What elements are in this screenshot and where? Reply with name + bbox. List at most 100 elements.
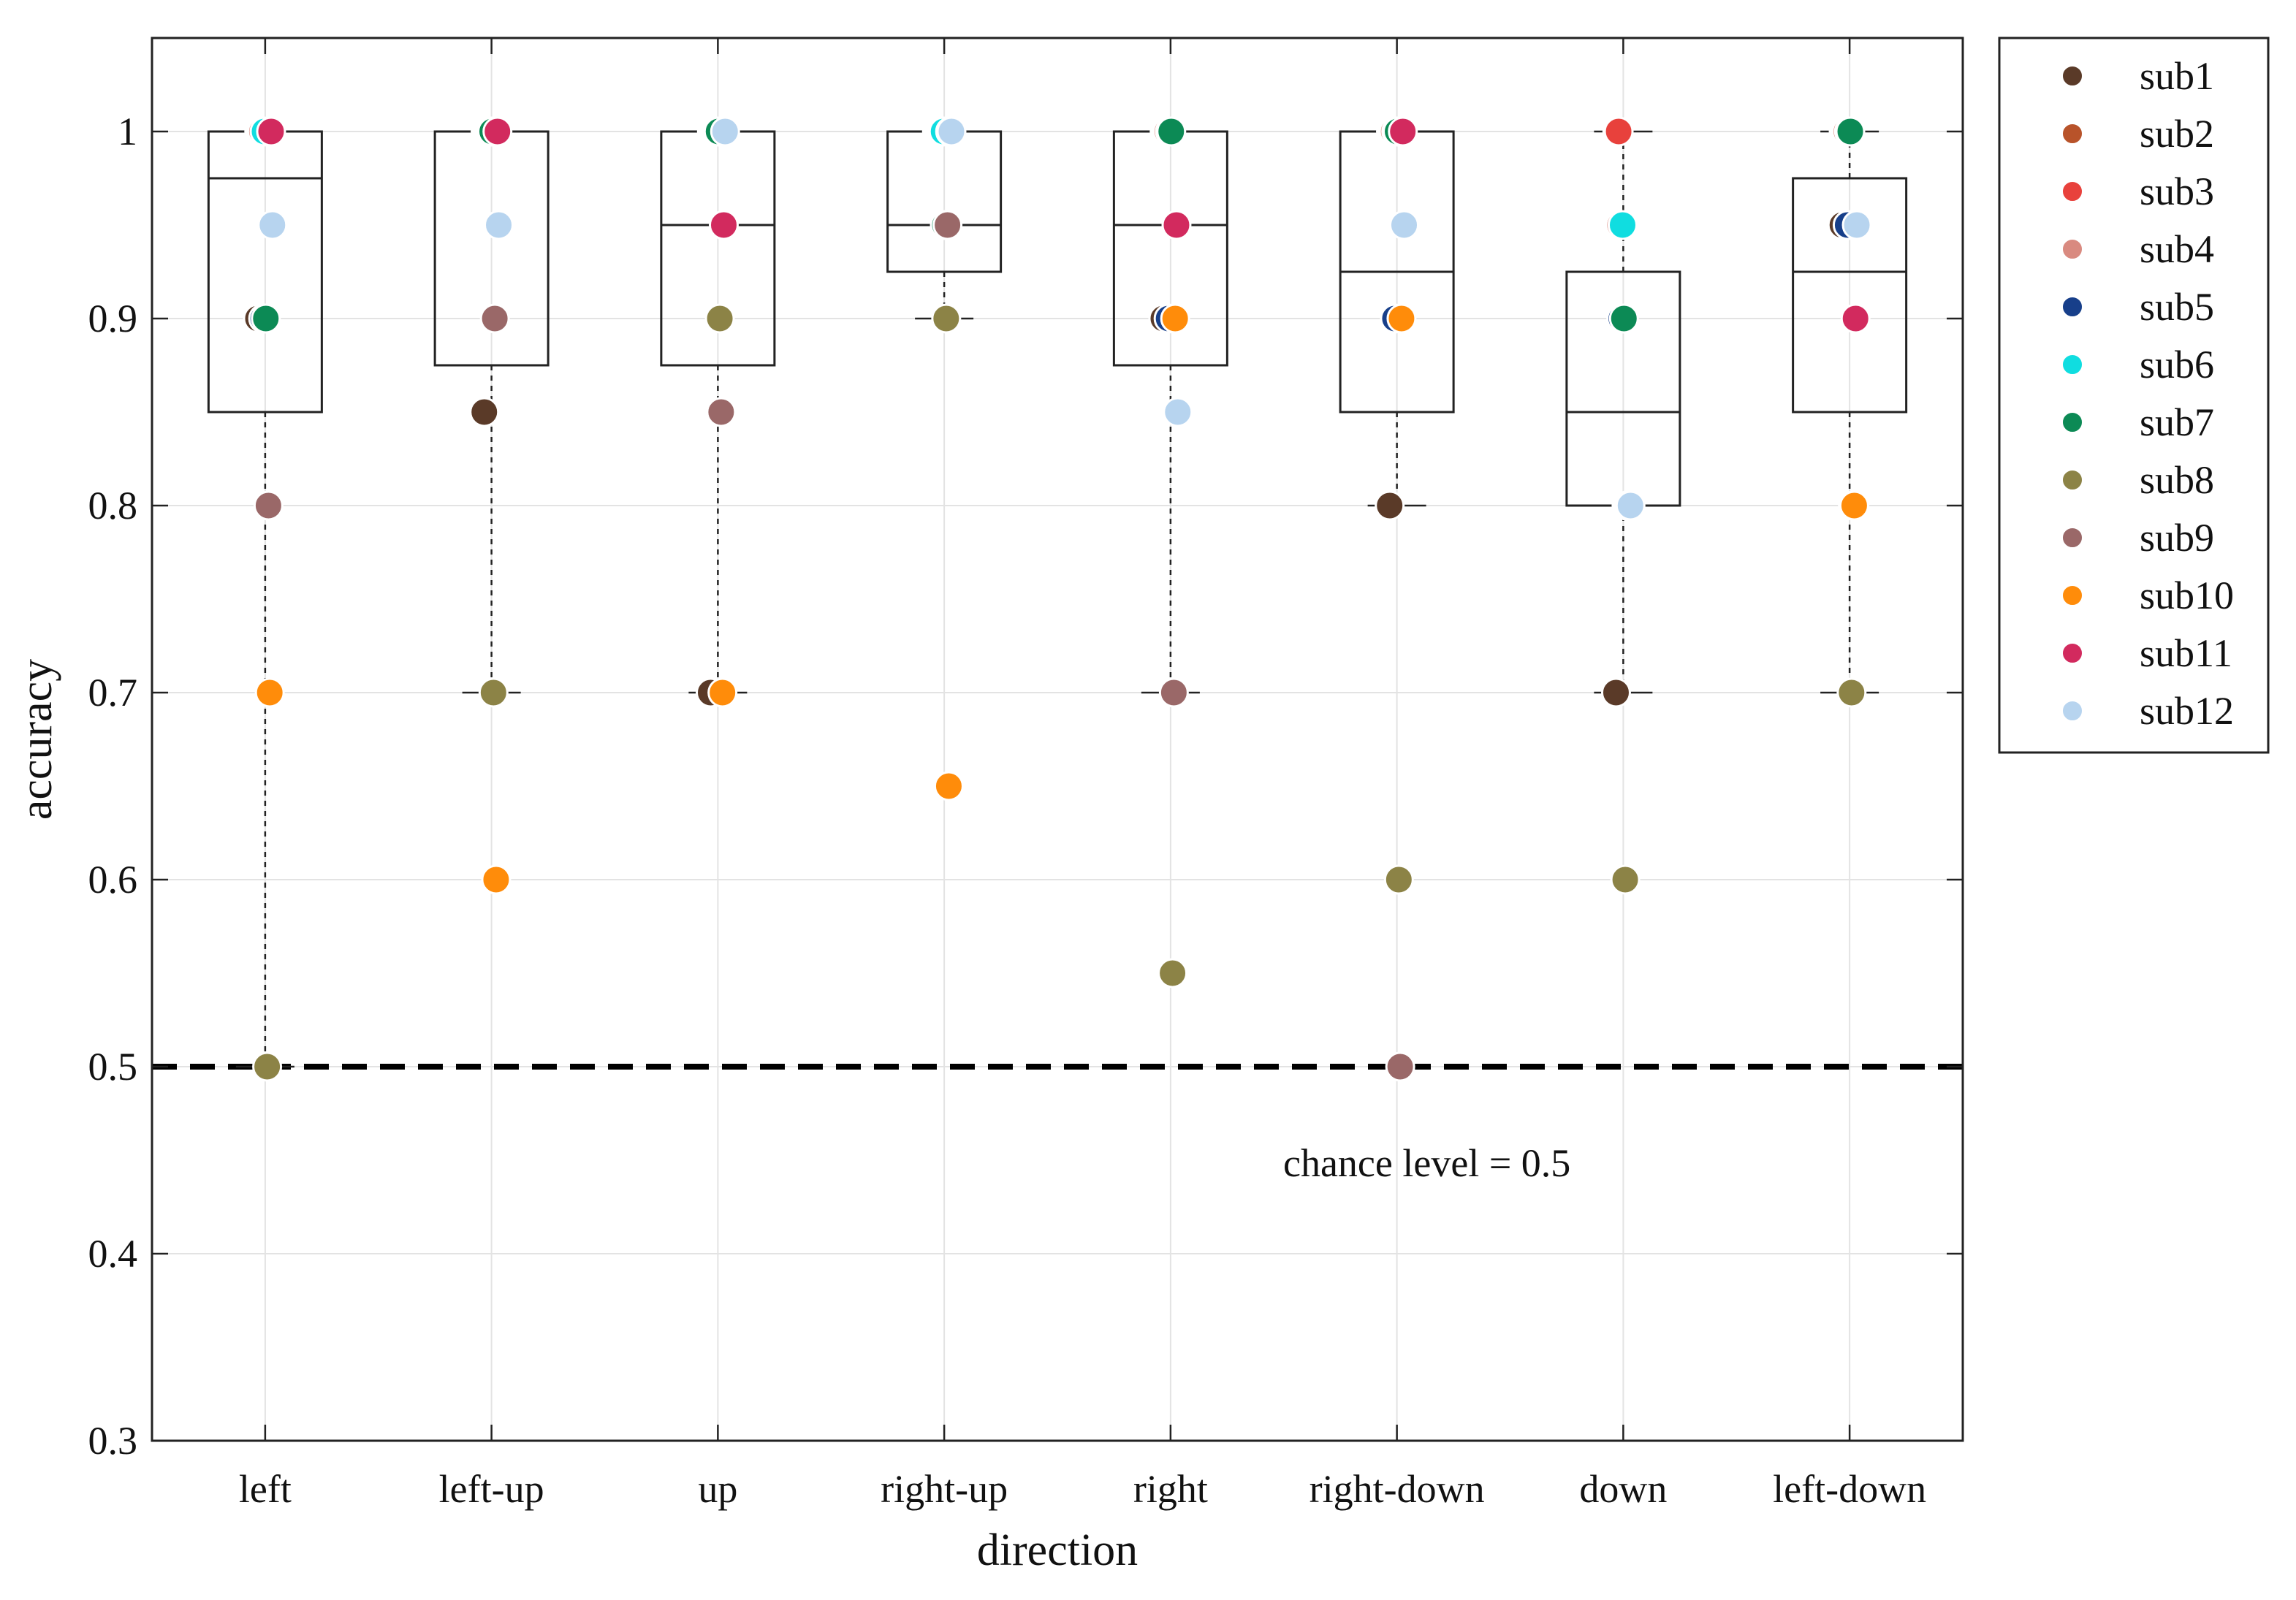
legend-item-sub12: sub12 xyxy=(2061,689,2234,733)
legend-item-sub5: sub5 xyxy=(2061,285,2214,329)
legend-marker xyxy=(2061,296,2083,318)
y-tick-label: 0.6 xyxy=(88,858,138,902)
legend: sub1 sub2 sub3 sub4 sub5 sub6 sub7 sub8 sub9 sub1… xyxy=(1998,37,2270,754)
legend-marker xyxy=(2061,238,2083,260)
x-axis-title: direction xyxy=(977,1525,1138,1575)
series-sub8 xyxy=(252,303,1867,1082)
point-sub11-right xyxy=(1161,210,1192,240)
point-sub12-right-down xyxy=(1389,210,1420,240)
point-sub10-right-up xyxy=(933,771,964,801)
point-sub11-up xyxy=(708,210,739,240)
plot-frame xyxy=(151,37,1964,1442)
legend-item-sub8: sub8 xyxy=(2061,458,2214,502)
legend-marker xyxy=(2061,642,2083,664)
legend-item-sub10: sub10 xyxy=(2061,574,2234,617)
chance-level-annotation: chance level = 0.5 xyxy=(1283,1141,1570,1185)
legend-label: sub5 xyxy=(2140,285,2214,329)
point-sub8-up xyxy=(704,303,735,334)
point-sub10-up xyxy=(707,677,738,708)
series-sub12 xyxy=(257,116,1872,521)
legend-label: sub4 xyxy=(2140,227,2214,271)
point-sub12-left-up xyxy=(484,210,514,240)
point-sub12-left-down xyxy=(1841,210,1872,240)
point-sub10-right xyxy=(1160,303,1190,334)
point-sub3-down xyxy=(1603,116,1634,147)
point-sub7-left-down xyxy=(1835,116,1866,147)
point-sub10-right-down xyxy=(1386,303,1417,334)
legend-marker xyxy=(2061,469,2083,491)
point-sub1-left-up xyxy=(469,397,500,427)
legend-box xyxy=(1998,37,2270,754)
legend-marker xyxy=(2061,65,2083,87)
point-sub12-down xyxy=(1615,490,1646,521)
legend-item-sub3: sub3 xyxy=(2061,169,2214,213)
legend-marker xyxy=(2061,180,2083,202)
point-sub9-right xyxy=(1158,677,1189,708)
x-tick-label-right: right xyxy=(1133,1467,1208,1511)
point-sub11-right-down xyxy=(1388,116,1418,147)
x-tick-label-up: up xyxy=(698,1467,737,1511)
point-sub10-left-down xyxy=(1839,490,1869,521)
legend-item-sub2: sub2 xyxy=(2061,112,2214,156)
point-sub9-left-up xyxy=(479,303,510,334)
point-sub11-left-up xyxy=(482,116,513,147)
point-sub12-left xyxy=(257,210,288,240)
point-sub10-left-up xyxy=(481,864,512,895)
point-sub12-right-up xyxy=(936,116,967,147)
point-sub7-down xyxy=(1608,303,1639,334)
x-tick-label-right-up: right-up xyxy=(881,1467,1008,1511)
legend-marker xyxy=(2061,123,2083,145)
legend-marker xyxy=(2061,584,2083,606)
legend-label: sub9 xyxy=(2140,516,2214,560)
x-tick-label-down: down xyxy=(1579,1467,1667,1511)
legend-label: sub7 xyxy=(2140,400,2214,444)
legend-label: sub2 xyxy=(2140,112,2214,156)
legend-label: sub8 xyxy=(2140,458,2214,502)
point-sub11-left xyxy=(256,116,286,147)
point-sub1-down xyxy=(1600,677,1631,708)
point-sub10-left xyxy=(254,677,285,708)
legend-label: sub12 xyxy=(2140,689,2234,733)
point-sub7-right xyxy=(1156,116,1187,147)
point-sub7-left xyxy=(251,303,281,334)
x-tick-label-left-down: left-down xyxy=(1773,1467,1926,1511)
point-sub8-left xyxy=(252,1051,283,1082)
legend-item-sub9: sub9 xyxy=(2061,516,2214,560)
axes: 0.3 0.4 0.5 0.6 0.7 0.8 0.9 1 left left-up up right… xyxy=(88,37,1964,1511)
legend-marker xyxy=(2061,354,2083,376)
x-tick-label-left: left xyxy=(239,1467,292,1511)
y-tick-label: 1 xyxy=(118,110,137,153)
point-sub12-up xyxy=(710,116,740,147)
axis-labels: direction accuracy chance level = 0.5 xyxy=(12,659,1570,1575)
point-sub9-left xyxy=(253,490,284,521)
legend-label: sub11 xyxy=(2140,631,2232,675)
y-axis-title: accuracy xyxy=(12,659,61,820)
point-sub8-left-up xyxy=(478,677,509,708)
legend-item-sub6: sub6 xyxy=(2061,343,2214,386)
y-tick-label: 0.4 xyxy=(88,1232,138,1276)
x-tick-label-left-up: left-up xyxy=(439,1467,544,1511)
point-sub9-up xyxy=(706,397,737,427)
point-sub8-left-down xyxy=(1836,677,1867,708)
legend-item-sub4: sub4 xyxy=(2061,227,2214,271)
y-tick-label: 0.3 xyxy=(88,1419,138,1463)
legend-label: sub3 xyxy=(2140,169,2214,213)
legend-marker xyxy=(2061,411,2083,433)
y-tick-label: 0.5 xyxy=(88,1045,138,1089)
legend-marker xyxy=(2061,700,2083,722)
legend-label: sub10 xyxy=(2140,574,2234,617)
point-sub9-right-up xyxy=(932,210,963,240)
legend-item-sub7: sub7 xyxy=(2061,400,2214,444)
point-sub11-left-down xyxy=(1840,303,1871,334)
y-tick-label: 0.9 xyxy=(88,297,138,340)
point-sub8-right-up xyxy=(931,303,962,334)
legend-label: sub6 xyxy=(2140,343,2214,386)
x-tick-label-right-down: right-down xyxy=(1309,1467,1485,1511)
point-sub1-right-down xyxy=(1375,490,1405,521)
legend-marker xyxy=(2061,527,2083,549)
y-tick-label: 0.7 xyxy=(88,671,138,715)
y-tick-label: 0.8 xyxy=(88,484,138,527)
point-sub8-right-down xyxy=(1383,864,1414,895)
subject-points xyxy=(243,116,1872,1082)
